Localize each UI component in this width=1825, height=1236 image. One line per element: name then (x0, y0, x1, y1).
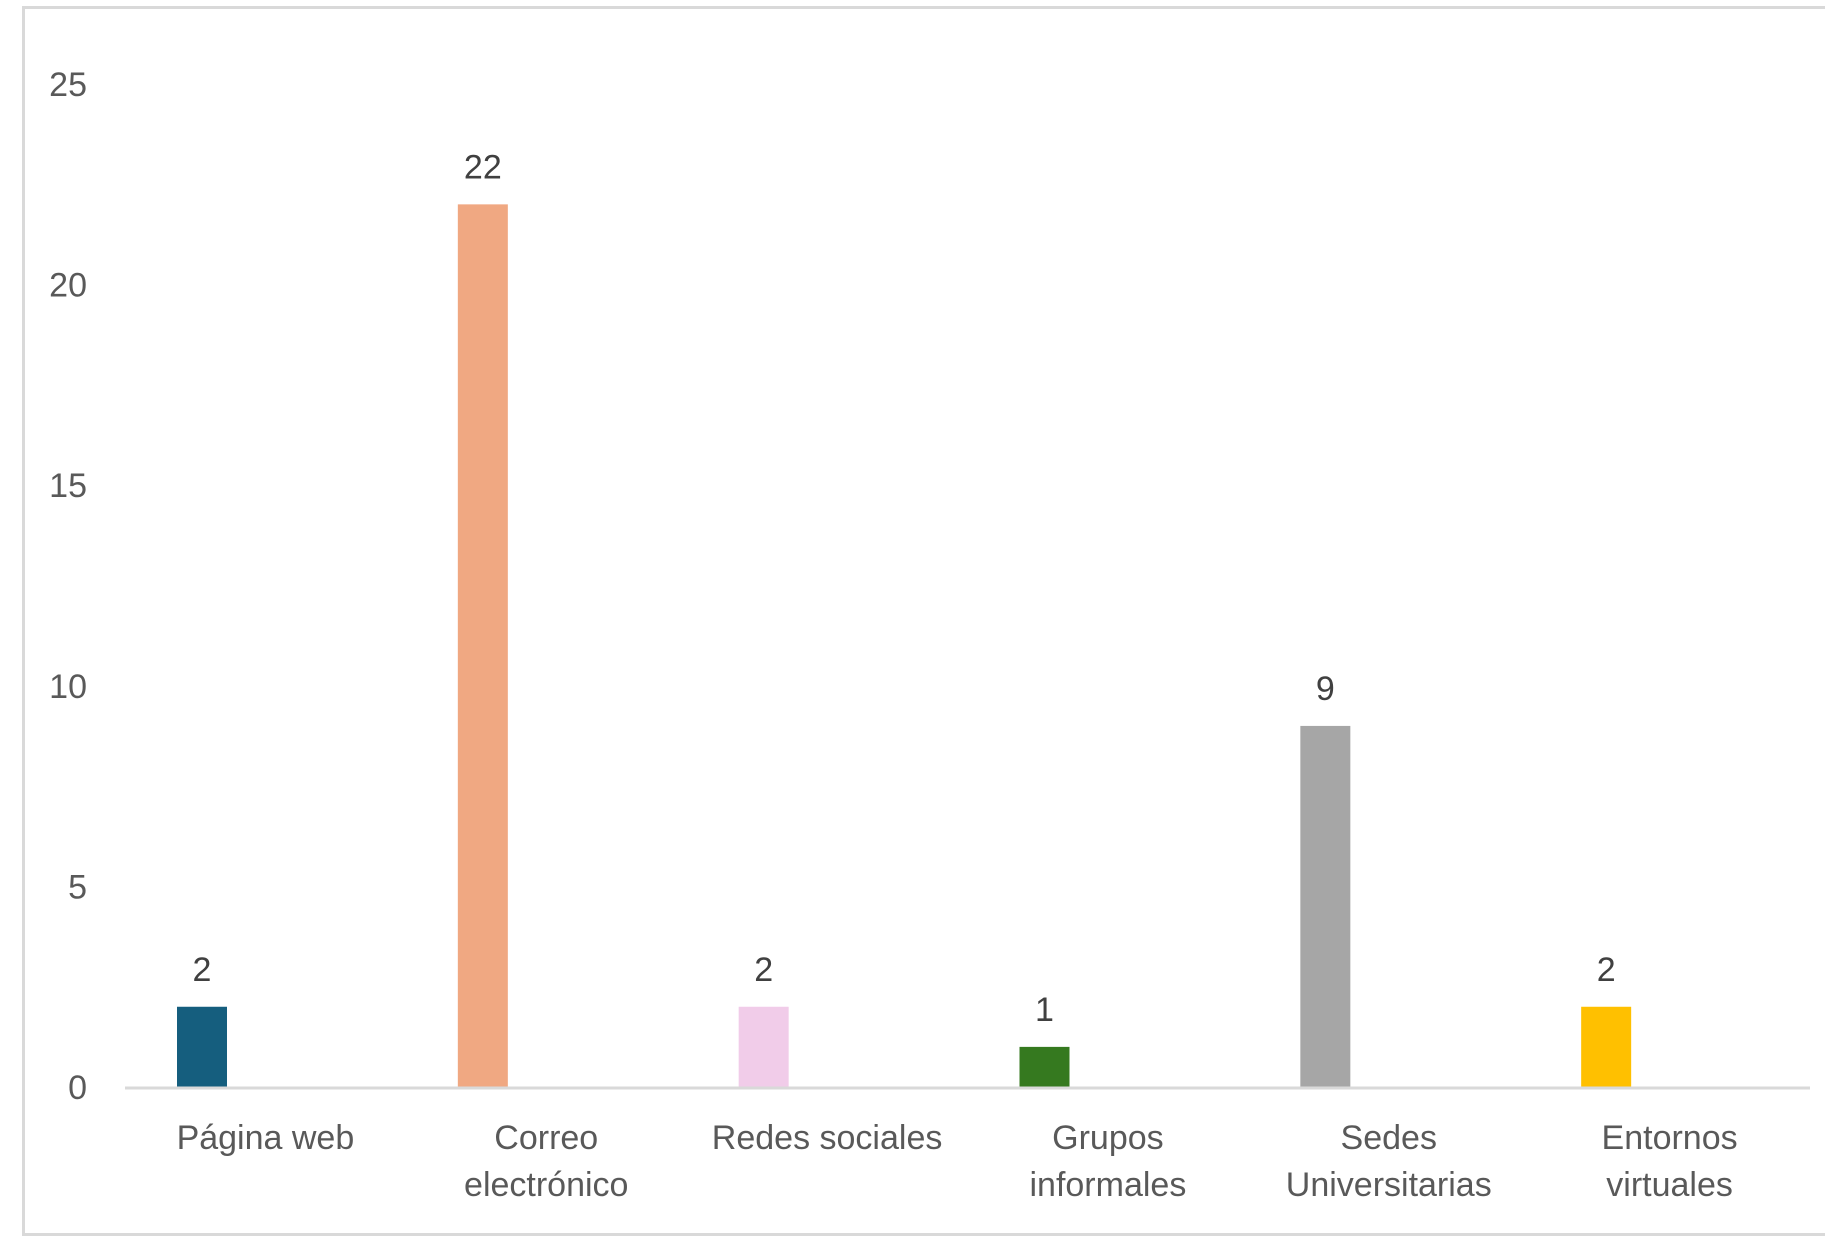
bar (1581, 1006, 1632, 1087)
x-category-label: informales (1029, 1166, 1186, 1204)
bars (177, 204, 1632, 1088)
y-tick-label: 15 (49, 467, 87, 505)
data-label: 2 (193, 951, 212, 989)
y-tick-label: 25 (49, 66, 87, 104)
y-tick-label: 0 (68, 1069, 87, 1107)
x-category-label: Redes sociales (712, 1119, 943, 1157)
x-category-label: Entornos (1602, 1119, 1738, 1157)
data-label: 2 (754, 951, 773, 989)
x-category-label: Sedes (1341, 1119, 1437, 1157)
x-category-label: Grupos (1052, 1119, 1164, 1157)
y-axis-tick-labels: 0 5 10 15 20 25 (49, 66, 87, 1107)
data-label: 9 (1316, 670, 1335, 708)
y-tick-label: 20 (49, 267, 87, 305)
bar (1300, 725, 1351, 1087)
y-tick-label: 5 (68, 868, 87, 906)
data-label: 2 (1597, 951, 1616, 989)
x-category-label: virtuales (1606, 1166, 1733, 1204)
data-label: 22 (464, 148, 502, 186)
y-tick-label: 10 (49, 668, 87, 706)
bar (457, 204, 508, 1088)
data-label: 1 (1035, 991, 1054, 1029)
x-category-label: Universitarias (1286, 1166, 1492, 1204)
bar (177, 1006, 227, 1087)
bar (738, 1006, 789, 1087)
x-category-label: Página web (177, 1119, 355, 1157)
x-category-label: Correo (494, 1119, 598, 1157)
x-category-label: electrónico (464, 1166, 628, 1204)
x-axis-category-labels: Página web Correo electrónico Redes sociale… (177, 1119, 1738, 1204)
chart-frame (22, 6, 1825, 1236)
bar (1019, 1046, 1070, 1087)
